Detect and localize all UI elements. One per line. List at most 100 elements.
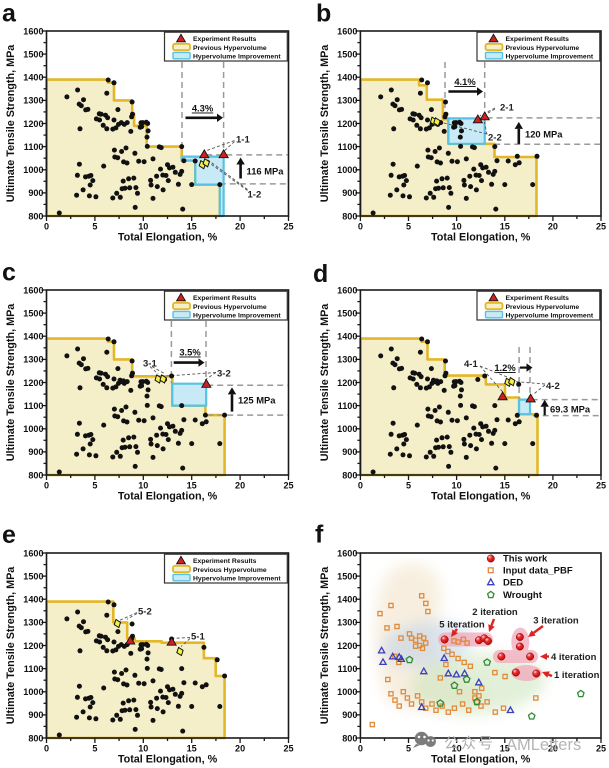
- svg-text:0: 0: [44, 744, 49, 754]
- svg-text:Previous Hypervolume: Previous Hypervolume: [506, 304, 580, 311]
- svg-text:3 iteration: 3 iteration: [533, 616, 579, 627]
- svg-text:1000: 1000: [337, 165, 357, 175]
- svg-text:1200: 1200: [337, 378, 357, 388]
- svg-text:15: 15: [187, 481, 197, 491]
- svg-text:1300: 1300: [23, 96, 43, 106]
- svg-text:Experiment Results: Experiment Results: [193, 36, 257, 43]
- svg-text:1 iteration: 1 iteration: [554, 670, 600, 681]
- svg-text:125 MPa: 125 MPa: [238, 395, 276, 406]
- svg-text:1300: 1300: [337, 618, 357, 628]
- svg-text:1500: 1500: [23, 571, 43, 581]
- svg-text:0: 0: [358, 222, 363, 232]
- svg-text:10: 10: [452, 744, 462, 754]
- svg-text:DED: DED: [503, 578, 523, 589]
- svg-text:1400: 1400: [337, 595, 357, 605]
- svg-text:Previous Hypervolume: Previous Hypervolume: [193, 45, 267, 52]
- svg-text:900: 900: [28, 447, 43, 457]
- svg-text:Hypervolume Improvement: Hypervolume Improvement: [193, 575, 281, 582]
- svg-text:20: 20: [235, 744, 245, 754]
- svg-text:d: d: [313, 260, 328, 288]
- svg-text:Hypervolume Improvement: Hypervolume Improvement: [506, 312, 594, 319]
- svg-text:1100: 1100: [338, 401, 358, 411]
- svg-text:AMLetters: AMLetters: [506, 736, 581, 754]
- svg-text:Ultimate Tensile Strength, MPa: Ultimate Tensile Strength, MPa: [319, 303, 331, 462]
- svg-text:10: 10: [138, 481, 148, 491]
- svg-text:5: 5: [406, 222, 411, 232]
- svg-text:1500: 1500: [337, 49, 357, 59]
- svg-text:900: 900: [342, 447, 357, 457]
- svg-text:1000: 1000: [23, 424, 43, 434]
- svg-text:Total Elongation, %: Total Elongation, %: [431, 491, 531, 503]
- svg-text:This work: This work: [503, 554, 548, 565]
- svg-text:5: 5: [92, 744, 97, 754]
- svg-text:Total Elongation, %: Total Elongation, %: [431, 754, 531, 766]
- svg-text:0: 0: [44, 222, 49, 232]
- svg-text:1100: 1100: [24, 664, 44, 674]
- svg-text:800: 800: [342, 733, 357, 743]
- svg-text:25: 25: [596, 222, 606, 232]
- svg-text:Total Elongation, %: Total Elongation, %: [431, 232, 531, 244]
- svg-text:800: 800: [28, 470, 43, 480]
- svg-text:1300: 1300: [23, 355, 43, 365]
- svg-text:3.5%: 3.5%: [179, 347, 201, 358]
- svg-text:1100: 1100: [338, 142, 358, 152]
- svg-text:Previous Hypervolume: Previous Hypervolume: [193, 567, 267, 574]
- svg-text:15: 15: [187, 744, 197, 754]
- svg-text:1500: 1500: [23, 308, 43, 318]
- svg-text:116 MPa: 116 MPa: [247, 166, 285, 177]
- svg-text:Experiment Results: Experiment Results: [193, 295, 257, 302]
- svg-text:1500: 1500: [337, 308, 357, 318]
- svg-text:1200: 1200: [337, 119, 357, 129]
- svg-text:1400: 1400: [337, 332, 357, 342]
- svg-text:Hypervolume Improvement: Hypervolume Improvement: [506, 53, 594, 60]
- svg-text:1100: 1100: [24, 142, 44, 152]
- svg-text:1600: 1600: [23, 26, 43, 36]
- svg-text:1-2: 1-2: [248, 190, 262, 201]
- svg-text:15: 15: [500, 481, 510, 491]
- svg-text:900: 900: [342, 710, 357, 720]
- svg-text:5-1: 5-1: [191, 632, 205, 643]
- svg-text:20: 20: [548, 222, 558, 232]
- svg-text:20: 20: [548, 481, 558, 491]
- svg-text:25: 25: [283, 481, 293, 491]
- svg-text:1600: 1600: [337, 285, 357, 295]
- svg-text:Experiment Results: Experiment Results: [506, 36, 570, 43]
- svg-text:Hypervolume Improvement: Hypervolume Improvement: [193, 53, 281, 60]
- svg-text:4.3%: 4.3%: [192, 103, 214, 114]
- svg-text:1.2%: 1.2%: [494, 362, 516, 373]
- svg-text:1200: 1200: [337, 641, 357, 651]
- svg-text:1100: 1100: [24, 401, 44, 411]
- svg-text:Input data_PBF: Input data_PBF: [503, 566, 573, 577]
- svg-text:1300: 1300: [23, 618, 43, 628]
- svg-text:900: 900: [342, 188, 357, 198]
- svg-text:25: 25: [596, 744, 606, 754]
- svg-text:69.3 MPa: 69.3 MPa: [550, 404, 591, 415]
- svg-text:Total Elongation, %: Total Elongation, %: [118, 491, 218, 503]
- svg-text:25: 25: [596, 481, 606, 491]
- svg-text:900: 900: [28, 710, 43, 720]
- svg-text:4-1: 4-1: [464, 359, 478, 370]
- svg-text:1500: 1500: [337, 571, 357, 581]
- svg-text:Ultimate Tensile Strength, MPa: Ultimate Tensile Strength, MPa: [5, 566, 17, 725]
- svg-text:Previous Hypervolume: Previous Hypervolume: [193, 304, 267, 311]
- svg-text:3-1: 3-1: [143, 359, 157, 370]
- svg-text:0: 0: [44, 481, 49, 491]
- svg-text:Ultimate Tensile Strength, MPa: Ultimate Tensile Strength, MPa: [319, 566, 331, 725]
- svg-text:Experiment Results: Experiment Results: [193, 558, 257, 565]
- svg-text:1100: 1100: [338, 664, 358, 674]
- svg-text:5: 5: [406, 481, 411, 491]
- svg-text:Total Elongation, %: Total Elongation, %: [118, 754, 218, 766]
- svg-text:15: 15: [187, 222, 197, 232]
- svg-text:1300: 1300: [337, 96, 357, 106]
- svg-text:Ultimate Tensile Strength, MPa: Ultimate Tensile Strength, MPa: [5, 303, 17, 462]
- svg-text:5: 5: [92, 481, 97, 491]
- svg-text:25: 25: [283, 222, 293, 232]
- svg-text:10: 10: [452, 222, 462, 232]
- svg-text:a: a: [2, 0, 17, 28]
- svg-text:1600: 1600: [23, 548, 43, 558]
- svg-text:Hypervolume Improvement: Hypervolume Improvement: [193, 312, 281, 319]
- svg-text:5: 5: [406, 744, 411, 754]
- svg-text:25: 25: [283, 744, 293, 754]
- svg-text:1000: 1000: [23, 687, 43, 697]
- svg-text:10: 10: [138, 222, 148, 232]
